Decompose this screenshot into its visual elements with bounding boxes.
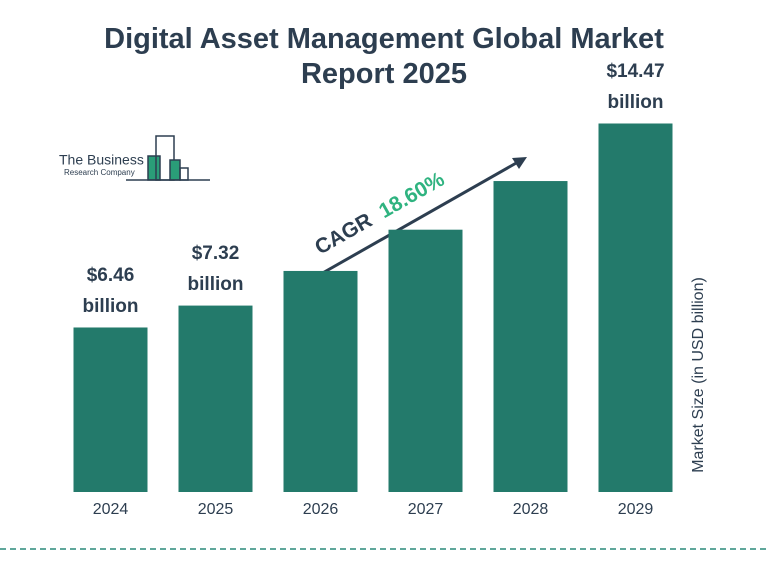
logo-bar [169,159,181,181]
logo-text: The Business [59,152,144,168]
x-tick-label: 2028 [513,501,549,518]
chart-title: Digital Asset Management Global Market R… [104,23,664,90]
cagr-arrow [297,160,519,289]
x-tick-label: 2029 [618,501,654,518]
value-label: $6.46 billion [82,264,139,317]
bar [493,181,568,492]
bar [73,327,148,492]
logo-bar [147,155,161,181]
x-tick-label: 2026 [303,501,339,518]
cagr-label: CAGR [311,208,376,259]
x-tick-label: 2027 [408,501,444,518]
y-axis-label: Market Size (in USD billion) [690,277,707,473]
logo-bar [179,167,189,181]
bar [598,123,673,493]
x-tick-label: 2024 [93,501,129,518]
bar [283,270,358,492]
value-label: $14.47 billion [606,60,665,113]
cagr-arrowhead [512,157,527,169]
value-label: $7.32 billion [187,242,244,295]
logo-text: Research Company [64,168,135,177]
bar [178,305,253,492]
x-tick-label: 2025 [198,501,234,518]
bar [388,229,463,492]
logo: The Business Research Company [59,135,210,181]
cagr-value: 18.60% [375,167,449,222]
